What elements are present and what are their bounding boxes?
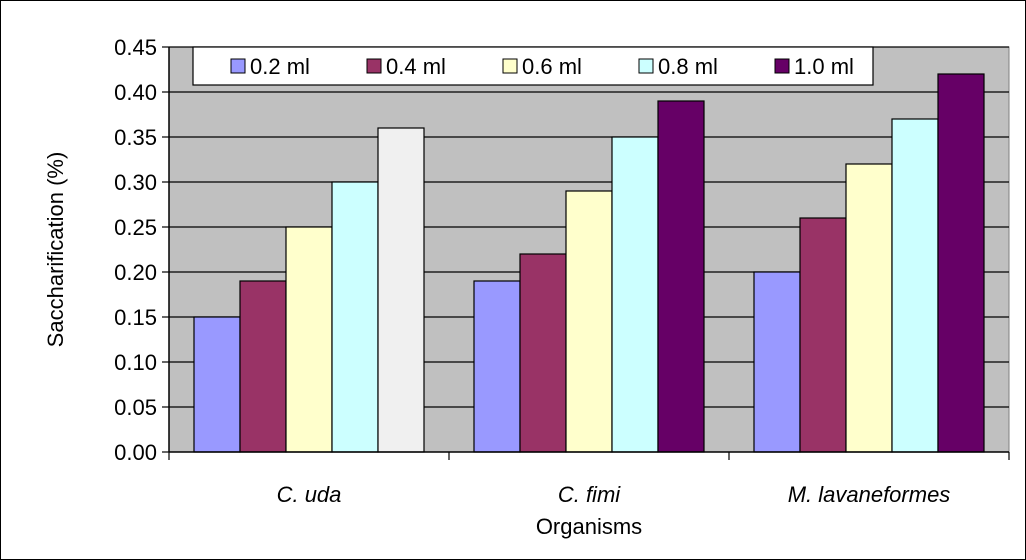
- y-tick-label: 0.20: [114, 260, 157, 285]
- bar-c-fimi-1-0-ml: [657, 100, 705, 453]
- y-axis-title: Saccharification (%): [43, 152, 68, 348]
- legend-label: 0.6 ml: [522, 54, 582, 79]
- bar-c-uda-0-2-ml: [193, 316, 241, 453]
- bar-c-uda-1-0-ml: [377, 127, 425, 453]
- y-tick-label: 0.40: [114, 80, 157, 105]
- legend-label: 1.0 ml: [794, 54, 854, 79]
- bar-c-uda-0-8-ml: [331, 181, 379, 453]
- bar-c-uda-0-6-ml: [285, 226, 333, 453]
- legend: 0.2 ml 0.4 ml 0.6 ml 0.8 ml 1.0 ml: [192, 46, 874, 86]
- bar-m-lavaneformes-1-0-ml: [937, 73, 985, 453]
- bar-m-lavaneformes-0-4-ml: [799, 217, 847, 453]
- bar-c-fimi-0-2-ml: [473, 280, 521, 453]
- bar-c-fimi-0-4-ml: [519, 253, 567, 453]
- bar-c-uda-0-4-ml: [239, 280, 287, 453]
- legend-swatch: [638, 58, 654, 74]
- y-tick-label: 0.30: [114, 170, 157, 195]
- legend-swatch: [366, 58, 382, 74]
- y-tick-label: 0.45: [114, 35, 157, 60]
- bar-m-lavaneformes-0-8-ml: [891, 118, 939, 453]
- y-tick-label: 0.00: [114, 440, 157, 465]
- y-tick-label: 0.10: [114, 350, 157, 375]
- legend-box: [192, 46, 874, 86]
- legend-swatch: [230, 58, 246, 74]
- legend-label: 0.4 ml: [386, 54, 446, 79]
- legend-label: 0.8 ml: [658, 54, 718, 79]
- bar-c-fimi-0-6-ml: [565, 190, 613, 453]
- y-tick-labels: 0.00 0.05 0.10 0.15 0.20 0.25 0.30 0.35 0.40 0.45: [114, 35, 157, 465]
- x-category-label: C. uda: [277, 482, 342, 507]
- x-axis-title: Organisms: [536, 514, 642, 539]
- y-tick-label: 0.05: [114, 395, 157, 420]
- x-category-label: M. lavaneformes: [788, 482, 951, 507]
- legend-swatch: [502, 58, 518, 74]
- bar-m-lavaneformes-0-2-ml: [753, 271, 801, 453]
- x-category-labels: C. uda C. fimi M. lavaneformes: [277, 482, 951, 507]
- y-tick-label: 0.15: [114, 305, 157, 330]
- x-category-label: C. fimi: [558, 482, 621, 507]
- y-tick-label: 0.25: [114, 215, 157, 240]
- y-tick-label: 0.35: [114, 125, 157, 150]
- bars: [193, 73, 985, 453]
- bar-c-fimi-0-8-ml: [611, 136, 659, 453]
- bar-m-lavaneformes-0-6-ml: [845, 163, 893, 453]
- legend-swatch: [774, 58, 790, 74]
- axes: [162, 46, 1010, 460]
- legend-label: 0.2 ml: [250, 54, 310, 79]
